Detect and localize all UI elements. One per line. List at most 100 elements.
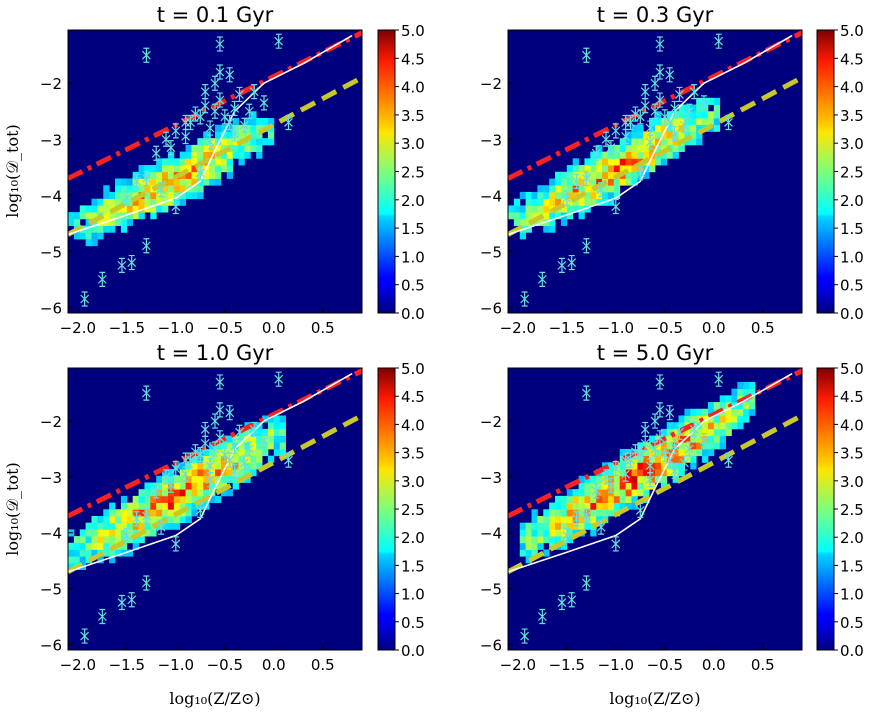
density-cell: [91, 549, 98, 557]
observation-marker: [117, 594, 127, 611]
observation-marker: [699, 432, 709, 449]
density-cell: [607, 178, 615, 186]
observation-marker: [249, 84, 259, 100]
density-cell: [256, 462, 263, 470]
colorbar-tick-label: 1.0: [840, 586, 864, 604]
density-cell: [103, 185, 110, 193]
density-cell: [555, 502, 562, 510]
density-cell: [707, 408, 715, 416]
observation-marker: [537, 608, 547, 625]
density-cell: [625, 502, 632, 510]
density-cell: [684, 408, 691, 416]
density-cell: [537, 529, 544, 537]
density-cell: [215, 158, 222, 166]
density-cell: [220, 448, 228, 457]
density-cell: [690, 131, 697, 139]
density-cell: [103, 225, 110, 233]
density-cell: [543, 549, 550, 557]
density-cell: [584, 522, 591, 530]
density-cell: [566, 198, 574, 206]
density-cell: [613, 191, 621, 200]
observation-marker: [640, 421, 650, 438]
density-cell: [150, 489, 157, 497]
density-cell: [584, 185, 591, 193]
density-cell: [220, 165, 228, 173]
density-cell: [267, 415, 275, 423]
density-cell: [91, 225, 98, 233]
density-cell: [519, 536, 527, 544]
density-cell: [713, 422, 721, 430]
density-cell: [672, 422, 679, 430]
density-cell: [126, 198, 134, 206]
density-cell: [185, 158, 192, 166]
density-cell: [602, 489, 609, 497]
density-cell: [156, 515, 163, 524]
density-cell: [684, 435, 691, 443]
observation-marker: [621, 128, 631, 145]
panel-t-0-1: t = 0.1 Gyr −2.0 −1.5 −1.0 −0.5 0.0 0.5 −6−5−…: [3, 3, 425, 337]
density-cell: [725, 428, 732, 436]
density-cell: [655, 131, 662, 139]
density-cell: [115, 515, 122, 524]
density-cell: [197, 144, 204, 152]
density-cell: [531, 509, 538, 517]
density-cell: [256, 455, 263, 463]
colorbar-tick-label: 3.5: [840, 107, 864, 125]
density-cell: [179, 185, 186, 193]
observation-marker: [205, 458, 215, 474]
density-cell: [68, 549, 75, 557]
density-cell: [731, 422, 738, 430]
density-cell: [655, 455, 662, 463]
density-cell: [555, 529, 562, 537]
density-cell: [109, 556, 116, 564]
density-cell: [103, 542, 110, 550]
density-cell: [584, 178, 591, 186]
density-cell: [696, 442, 703, 450]
density-cell: [162, 489, 169, 497]
density-cell: [97, 218, 104, 226]
observation-marker: [181, 452, 191, 468]
density-cell: [220, 475, 228, 483]
density-cell: [666, 151, 674, 159]
observation-marker: [249, 421, 259, 438]
density-cell: [549, 529, 556, 537]
y-tick-label: −5: [40, 243, 62, 261]
density-cell: [97, 205, 104, 213]
density-cell: [138, 522, 145, 530]
density-cell: [185, 475, 192, 483]
observation-marker: [122, 190, 132, 206]
density-cell: [267, 138, 275, 146]
density-cell: [267, 435, 275, 443]
density-cell: [191, 509, 198, 517]
density-cell: [619, 475, 626, 483]
observation-marker: [655, 402, 665, 418]
density-cell: [162, 191, 169, 200]
colorbar: [816, 367, 835, 651]
density-cell: [607, 198, 615, 206]
density-cell: [138, 515, 145, 524]
density-cell: [91, 232, 98, 240]
density-cell: [109, 502, 116, 510]
density-cell: [678, 131, 685, 139]
observation-marker: [151, 483, 161, 499]
density-cell: [655, 158, 662, 166]
density-cell: [203, 469, 210, 477]
density-cell: [185, 509, 192, 517]
y-axis-label: log₁₀(𝒟_tot): [3, 462, 22, 556]
density-cell: [215, 124, 222, 132]
density-cell: [525, 212, 532, 220]
density-cell: [590, 529, 597, 537]
density-cell: [144, 482, 151, 490]
density-cell: [120, 205, 128, 213]
density-cell: [215, 138, 222, 146]
density-cell: [191, 171, 198, 179]
density-cell: [162, 205, 169, 213]
density-cell: [578, 515, 585, 524]
density-cell: [250, 462, 257, 470]
density-cell: [519, 212, 527, 220]
density-cell: [566, 178, 574, 186]
density-cell: [578, 509, 585, 517]
density-cell: [549, 185, 556, 193]
density-cell: [126, 212, 134, 220]
density-cell: [690, 455, 697, 463]
